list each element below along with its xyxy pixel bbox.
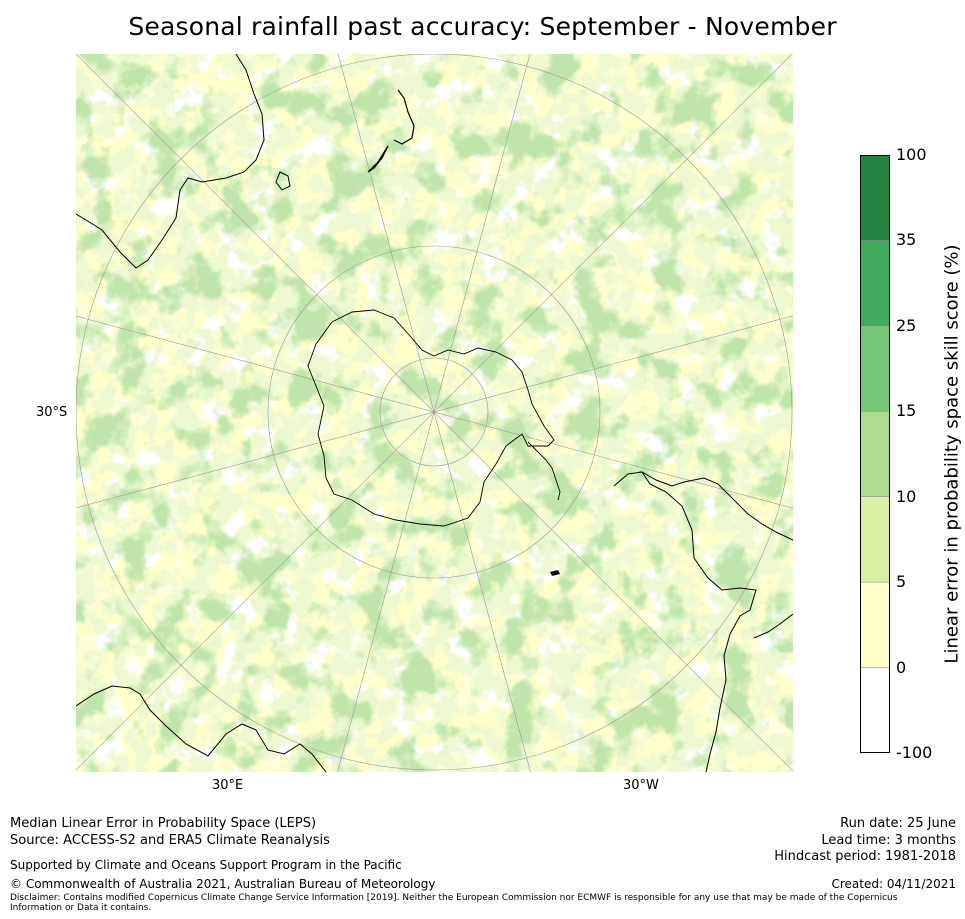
colorbar-tick-label: 100 xyxy=(896,145,927,164)
falkland-islands xyxy=(550,570,560,576)
south-america-coastline xyxy=(613,471,793,772)
new-zealand xyxy=(367,89,415,173)
created-date: Created: 04/11/2021 xyxy=(831,877,956,891)
longitude-label-30e: 30°E xyxy=(212,778,244,793)
colorbar-tick-label: -100 xyxy=(896,743,933,762)
antarctic-peninsula xyxy=(527,441,561,501)
colorbar-bin xyxy=(860,581,890,668)
colorbar-tick-label: 0 xyxy=(896,657,907,677)
longitude-label-30w: 30°W xyxy=(623,778,659,793)
run-date: Run date: 25 June xyxy=(840,816,956,831)
hindcast-period: Hindcast period: 1981-2018 xyxy=(774,849,956,864)
antarctica-coastline xyxy=(307,309,555,527)
colorbar-tick-label: 15 xyxy=(896,401,917,421)
colorbar-bin xyxy=(860,155,890,241)
australia-coastline xyxy=(76,54,265,269)
colorbar-tick-label: 35 xyxy=(896,230,917,250)
colorbar-label: Linear error in probability space skill … xyxy=(941,244,963,664)
colorbar-bin xyxy=(860,325,890,412)
colorbar-bin xyxy=(860,240,890,327)
footer-disclaimer: Disclaimer: Contains modified Copernicus… xyxy=(10,893,898,913)
colorbar-bin xyxy=(860,667,890,753)
lead-time: Lead time: 3 months xyxy=(821,833,956,848)
colorbar-tick-label: 25 xyxy=(896,315,917,335)
graticule xyxy=(76,54,793,772)
footer-source: Source: ACCESS-S2 and ERA5 Climate Reana… xyxy=(10,833,330,848)
chart-title: Seasonal rainfall past accuracy: Septemb… xyxy=(128,12,837,41)
colorbar-tick-label: 10 xyxy=(896,486,917,506)
colorbar-frame xyxy=(860,155,890,753)
colorbar-tick-label: 5 xyxy=(896,572,907,592)
colorbar xyxy=(860,155,890,753)
footer-support: Supported by Climate and Oceans Support … xyxy=(10,858,402,872)
skill-map xyxy=(76,54,793,772)
footer-leps: Median Linear Error in Probability Space… xyxy=(10,816,317,831)
colorbar-bin xyxy=(860,496,890,583)
tasmania xyxy=(275,171,291,191)
meridian-line xyxy=(76,315,793,509)
colorbar-bin xyxy=(860,411,890,497)
map-canvas xyxy=(76,54,793,772)
latitude-label-30s: 30°S xyxy=(36,405,68,420)
africa-coastline xyxy=(76,685,327,772)
footer-copyright: © Commonwealth of Australia 2021, Austra… xyxy=(10,877,436,891)
south-america-north xyxy=(753,613,793,639)
